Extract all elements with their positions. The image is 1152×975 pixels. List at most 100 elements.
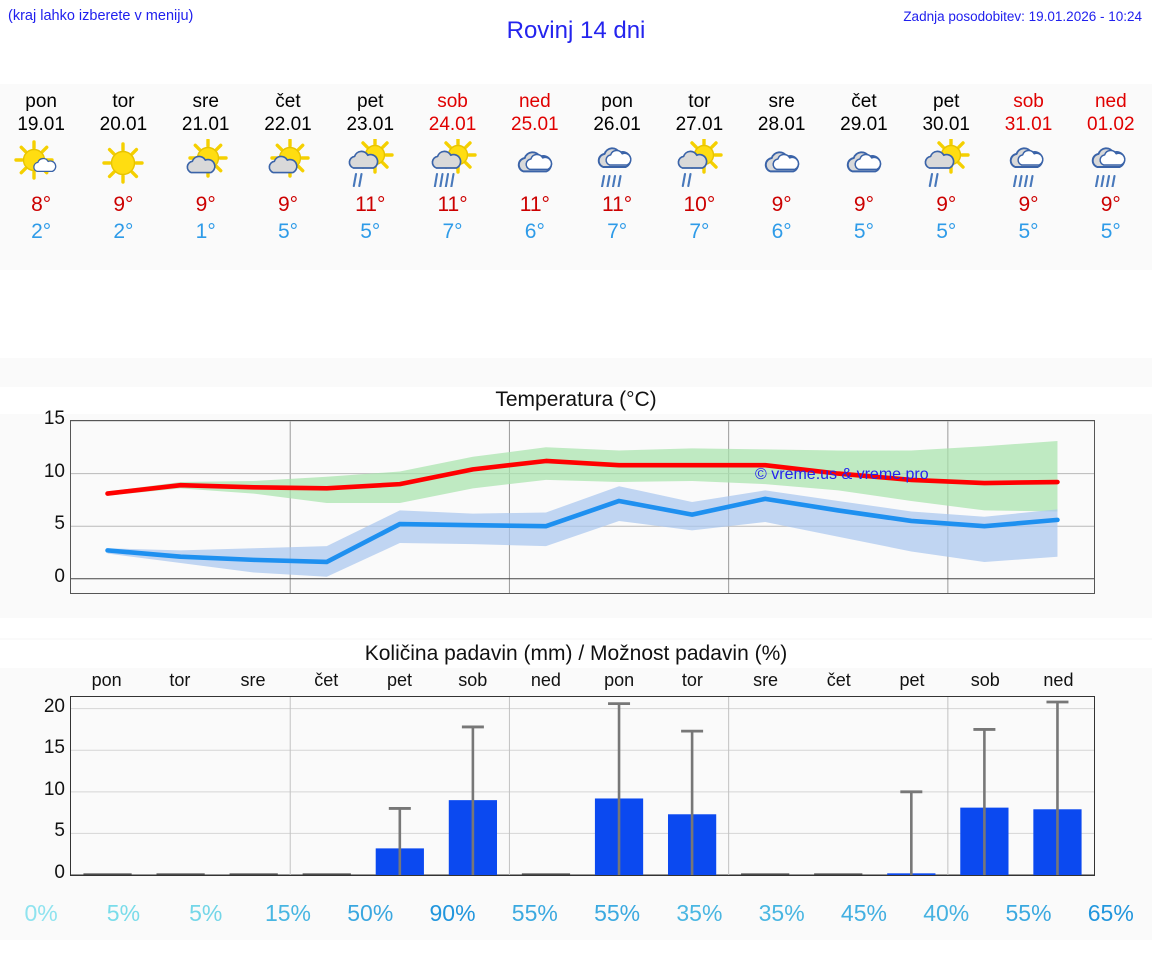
temperature-min: 6° <box>771 220 792 243</box>
temperature-min: 7° <box>442 220 463 243</box>
day-date: 27.01 <box>675 114 724 135</box>
precipitation-probability: 5% <box>106 900 141 926</box>
day-of-week: pet <box>933 91 960 112</box>
temperature-min: 6° <box>524 220 545 243</box>
spacer-1 <box>0 270 1152 358</box>
day-of-week: ned <box>1094 91 1127 112</box>
temperature-min: 2° <box>31 220 52 243</box>
day-column-4[interactable]: čet 22.01 9° 5° <box>247 84 329 270</box>
temperature-max: 9° <box>771 193 792 216</box>
temperature-chart-block: Temperatura (°C) 0 5 10 15 <box>0 383 1152 618</box>
precipitation-day-label: ned <box>1043 670 1074 690</box>
temperature-max: 11° <box>519 193 550 216</box>
precipitation-bar-chart <box>71 697 1094 876</box>
day-column-7[interactable]: ned 25.01 11° 6° <box>494 84 576 270</box>
temperature-max: 9° <box>853 193 874 216</box>
day-of-week: sob <box>1013 91 1044 112</box>
precipitation-probability: 90% <box>429 900 476 926</box>
precipitation-y-tick: 10 <box>43 778 65 800</box>
day-date: 31.01 <box>1004 114 1053 135</box>
precipitation-y-tick: 0 <box>54 862 65 883</box>
cloud-rain-icon <box>1080 139 1142 190</box>
temperature-max: 9° <box>1018 193 1039 216</box>
sun-cloud-icon <box>257 138 319 187</box>
precipitation-probability: 35% <box>676 900 723 926</box>
sun-cloud-icon <box>175 138 237 187</box>
sun-cloud-rain-icon <box>668 136 730 188</box>
precipitation-chart-title: Količina padavin (mm) / Možnost padavin … <box>0 640 1152 668</box>
temperature-max: 9° <box>195 193 216 216</box>
day-of-week: sob <box>437 91 468 112</box>
watermark: © vreme.us & vreme.pro <box>755 466 929 483</box>
cloud-icon <box>833 139 895 187</box>
day-column-9[interactable]: tor 27.01 10° 7° <box>658 84 740 270</box>
temperature-min: 7° <box>689 220 710 243</box>
cloud-rain-icon <box>998 139 1060 190</box>
precipitation-probability-row: 0% 5% 5% 15% 50% 90% 55% 55% 35% 35% 45% 40% 55% 65% <box>0 900 1152 940</box>
precipitation-probability: 65% <box>1087 900 1134 926</box>
day-column-12[interactable]: pet 30.01 9° 5° <box>905 84 987 270</box>
temperature-min: 5° <box>1018 220 1039 243</box>
day-column-6[interactable]: sob 24.01 11° 7° <box>411 84 493 270</box>
page-header: (kraj lahko izberete v meniju) Rovinj 14… <box>0 0 1152 62</box>
day-column-11[interactable]: čet 29.01 9° 5° <box>823 84 905 270</box>
temperature-max: 9° <box>1100 193 1121 216</box>
day-of-week: pon <box>25 91 57 112</box>
precipitation-day-label: ned <box>530 670 561 690</box>
cloud-icon <box>751 139 813 187</box>
precipitation-day-label: pet <box>386 670 412 690</box>
sun-small-cloud-icon <box>10 139 72 187</box>
cloud-rain-icon <box>586 139 648 190</box>
day-date: 20.01 <box>99 114 148 135</box>
day-column-10[interactable]: sre 28.01 9° 6° <box>741 84 823 270</box>
day-date: 01.02 <box>1087 114 1135 135</box>
day-date: 25.01 <box>511 114 559 135</box>
precipitation-probability: 55% <box>1005 900 1052 926</box>
precipitation-day-label: tor <box>681 670 703 690</box>
day-of-week: pet <box>357 91 384 112</box>
precipitation-probability: 45% <box>840 900 887 926</box>
temperature-min: 7° <box>607 220 628 243</box>
precipitation-y-tick: 15 <box>43 737 65 759</box>
day-column-5[interactable]: pet 23.01 11° 5° <box>329 84 411 270</box>
day-of-week: čet <box>275 91 301 112</box>
precipitation-y-tick: 20 <box>43 695 65 717</box>
day-date: 24.01 <box>428 114 477 135</box>
day-date: 22.01 <box>264 114 312 135</box>
temperature-max: 9° <box>936 193 957 216</box>
temperature-max: 11° <box>355 193 386 216</box>
day-of-week: pon <box>601 91 633 112</box>
precipitation-day-label: pon <box>604 670 635 690</box>
precipitation-day-labels: pon tor sre čet pet sob ned pon tor sre čet pet sob n… <box>70 670 1095 694</box>
spacer-2 <box>0 358 1152 383</box>
precipitation-probability: 35% <box>758 900 805 926</box>
day-date: 19.01 <box>17 114 65 135</box>
precipitation-day-label: sre <box>240 670 266 690</box>
day-column-13[interactable]: sob 31.01 9° 5° <box>987 84 1069 270</box>
precipitation-chart-block: Količina padavin (mm) / Možnost padavin … <box>0 638 1152 938</box>
day-of-week: čet <box>851 91 877 112</box>
precipitation-probability: 55% <box>594 900 641 926</box>
day-column-1[interactable]: pon 19.01 8° 2° <box>0 84 82 270</box>
precipitation-day-label: sre <box>753 670 779 690</box>
sun-cloud-rain-icon <box>339 136 401 188</box>
precipitation-probability: 55% <box>511 900 558 926</box>
day-date: 28.01 <box>757 114 806 135</box>
temperature-max: 9° <box>277 193 299 216</box>
temperature-y-tick: 15 <box>43 408 65 429</box>
precipitation-probability: 5% <box>189 900 223 926</box>
precipitation-probability: 15% <box>264 900 311 926</box>
temperature-line-chart <box>71 421 1094 593</box>
location-hint[interactable]: (kraj lahko izberete v meniju) <box>8 8 194 24</box>
day-column-14[interactable]: ned 01.02 9° 5° <box>1070 84 1152 270</box>
day-column-8[interactable]: pon 26.01 11° 7° <box>576 84 658 270</box>
day-of-week: sre <box>768 91 795 112</box>
temperature-max: 8° <box>31 193 52 216</box>
day-date: 23.01 <box>346 114 395 135</box>
precipitation-day-label: sob <box>970 670 1000 690</box>
day-column-3[interactable]: sre 21.01 9° 1° <box>165 84 247 270</box>
day-column-2[interactable]: tor 20.01 9° 2° <box>82 84 164 270</box>
day-of-week: tor <box>112 91 135 112</box>
temperature-min: 5° <box>360 220 381 243</box>
precipitation-day-label: sob <box>458 670 488 690</box>
